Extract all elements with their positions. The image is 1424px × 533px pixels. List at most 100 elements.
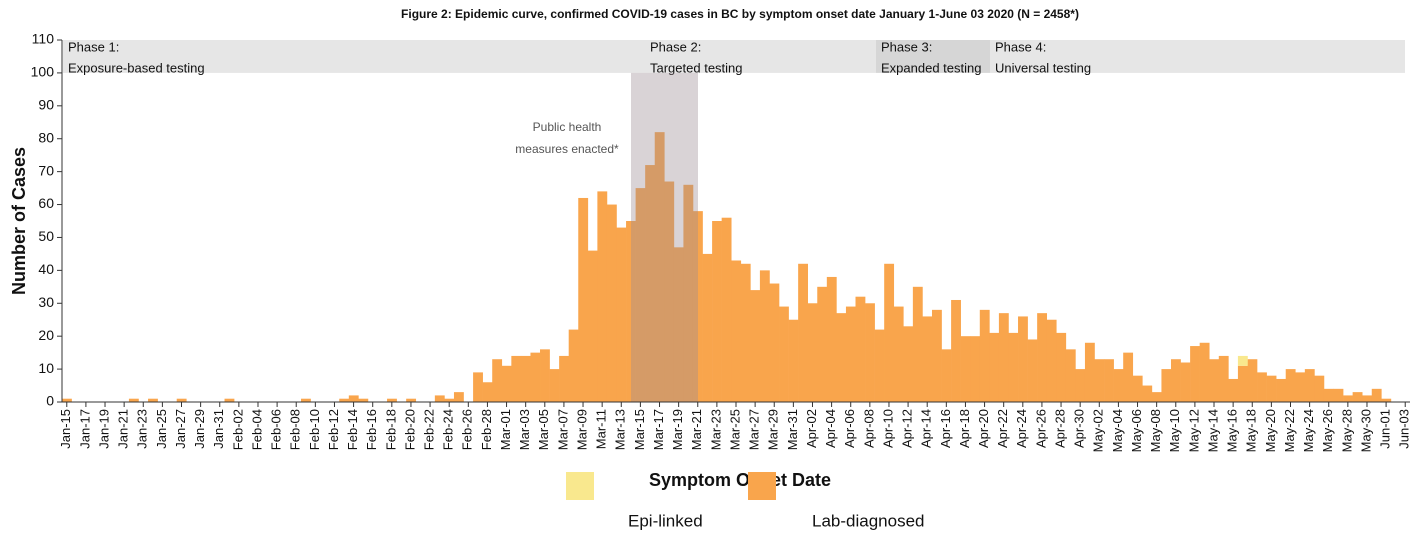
bar (1237, 365, 1248, 402)
x-tick-label: Mar-21 (689, 409, 704, 450)
x-tick-label: Jan-15 (58, 409, 73, 449)
bar (444, 398, 455, 402)
bar (578, 197, 589, 402)
bar (176, 398, 187, 402)
x-tick-label: Feb-06 (269, 409, 284, 450)
x-tick-label: Apr-26 (1033, 409, 1048, 448)
bar (1075, 369, 1086, 402)
bar (616, 227, 627, 402)
x-tick-label: May-10 (1167, 409, 1182, 452)
bar (1333, 388, 1344, 402)
x-tick-label: May-08 (1148, 409, 1163, 452)
x-tick-label: May-26 (1320, 409, 1335, 452)
bar (511, 355, 522, 402)
legend-swatch (566, 472, 594, 500)
bar (1046, 319, 1057, 402)
phase-box (876, 40, 990, 73)
bar (1295, 372, 1306, 402)
x-tick-label: Mar-09 (574, 409, 589, 450)
x-tick-label: Apr-30 (1072, 409, 1087, 448)
x-tick-label: Mar-03 (517, 409, 532, 450)
phase-box (645, 40, 876, 73)
x-tick-label: Feb-08 (288, 409, 303, 450)
x-tick-label: Apr-22 (995, 409, 1010, 448)
x-tick-label: May-12 (1186, 409, 1201, 452)
bar (339, 398, 350, 402)
legend-label: Epi-linked (628, 511, 703, 530)
bar (951, 299, 961, 402)
bar (520, 355, 531, 402)
x-tick-label: May-06 (1129, 409, 1144, 452)
bar (903, 326, 914, 402)
x-tick-label: Feb-22 (422, 409, 437, 450)
bar (788, 319, 799, 402)
x-tick-label: Apr-10 (880, 409, 895, 448)
bar (1218, 355, 1229, 402)
bar (673, 247, 684, 402)
bar (1228, 378, 1239, 402)
x-tick-label: May-22 (1282, 409, 1297, 452)
x-tick-label: Mar-15 (632, 409, 647, 450)
x-tick-label: Apr-06 (842, 409, 857, 448)
legend-swatch (748, 472, 776, 500)
bar (960, 336, 971, 402)
x-tick-label: Mar-17 (651, 409, 666, 450)
x-tick-label: Apr-12 (900, 409, 915, 448)
bar (530, 352, 541, 402)
bar (1276, 378, 1287, 402)
y-tick-label: 70 (38, 162, 54, 178)
bar (1352, 392, 1363, 402)
x-tick-label: Feb-02 (230, 409, 245, 450)
bar (779, 306, 789, 402)
y-tick-label: 20 (38, 327, 54, 343)
x-tick-label: Feb-16 (364, 409, 379, 450)
bar (559, 355, 569, 402)
x-tick-label: May-30 (1358, 409, 1373, 452)
bar (1027, 339, 1038, 402)
bar (1343, 395, 1353, 402)
bar (1323, 388, 1334, 402)
bar (998, 313, 1009, 402)
bar (750, 290, 761, 402)
x-tick-label: Feb-20 (402, 409, 417, 450)
bar (759, 270, 770, 402)
bar (1132, 375, 1143, 402)
x-tick-label: May-02 (1091, 409, 1106, 452)
x-tick-label: Mar-31 (785, 409, 800, 450)
phase-box (990, 40, 1405, 73)
bar (845, 306, 856, 402)
bar (1123, 352, 1134, 402)
bar (453, 392, 464, 402)
bar (654, 132, 665, 403)
x-tick-label: May-20 (1263, 409, 1278, 452)
bar (1190, 346, 1200, 402)
y-axis-label: Number of Cases (9, 147, 29, 295)
bar (740, 263, 751, 402)
x-tick-label: Jan-21 (116, 409, 131, 449)
bar (721, 217, 732, 402)
bar (941, 349, 952, 402)
x-tick-label: Mar-25 (727, 409, 742, 450)
bar (1314, 375, 1325, 402)
x-tick-label: Mar-27 (747, 409, 762, 450)
x-tick-label: Jan-27 (173, 409, 188, 449)
bar (540, 349, 550, 402)
x-tick-label: Mar-11 (594, 409, 609, 449)
bar (358, 398, 369, 402)
bar (1018, 316, 1028, 402)
bar (1008, 332, 1019, 402)
x-axis-label: Symptom Onset Date (649, 470, 831, 490)
x-tick-label: Mar-13 (613, 409, 628, 450)
bar (1094, 359, 1105, 402)
bar (893, 306, 904, 402)
bar (874, 329, 885, 402)
x-tick-label: Mar-23 (708, 409, 723, 450)
y-tick-label: 40 (38, 261, 54, 277)
bar (979, 309, 990, 402)
x-tick-label: Jan-31 (211, 409, 226, 449)
x-tick-label: Feb-28 (479, 409, 494, 450)
bar (1362, 395, 1373, 402)
x-tick-label: Jan-17 (77, 409, 92, 449)
bar (1104, 359, 1114, 402)
y-tick-label: 80 (38, 129, 54, 145)
